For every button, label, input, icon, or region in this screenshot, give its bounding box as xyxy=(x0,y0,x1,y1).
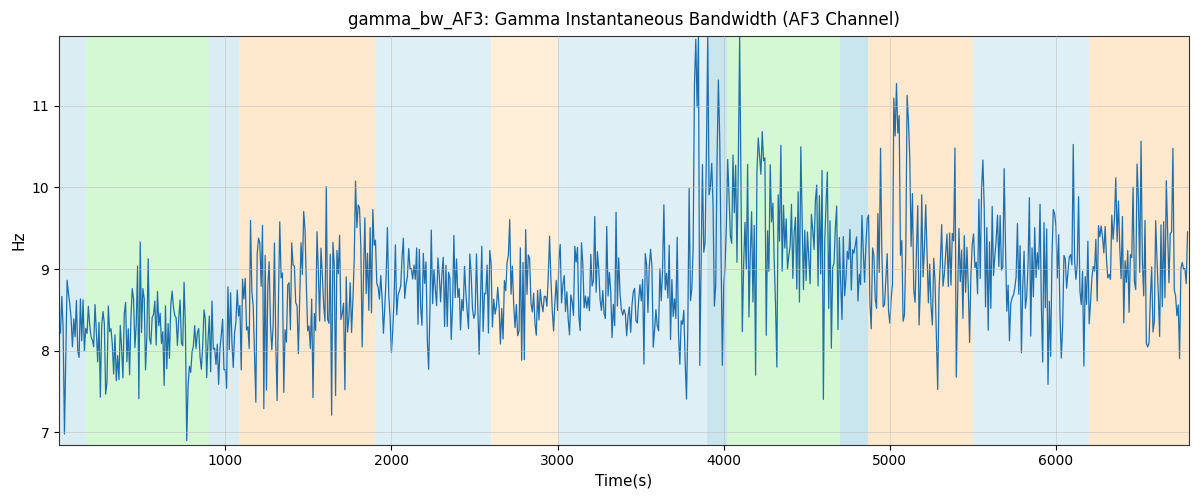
Bar xyxy=(374,36,491,445)
Bar xyxy=(707,36,727,445)
Bar xyxy=(869,36,973,445)
Bar xyxy=(85,36,209,445)
Bar xyxy=(973,36,1090,445)
Bar xyxy=(840,36,869,445)
Title: gamma_bw_AF3: Gamma Instantaneous Bandwidth (AF3 Channel): gamma_bw_AF3: Gamma Instantaneous Bandwi… xyxy=(348,11,900,30)
Bar xyxy=(1090,36,1189,445)
Bar xyxy=(558,36,707,445)
Bar xyxy=(491,36,558,445)
Y-axis label: Hz: Hz xyxy=(11,230,26,250)
X-axis label: Time(s): Time(s) xyxy=(595,474,653,489)
Bar xyxy=(59,36,85,445)
Bar xyxy=(239,36,374,445)
Bar xyxy=(727,36,840,445)
Bar xyxy=(209,36,239,445)
